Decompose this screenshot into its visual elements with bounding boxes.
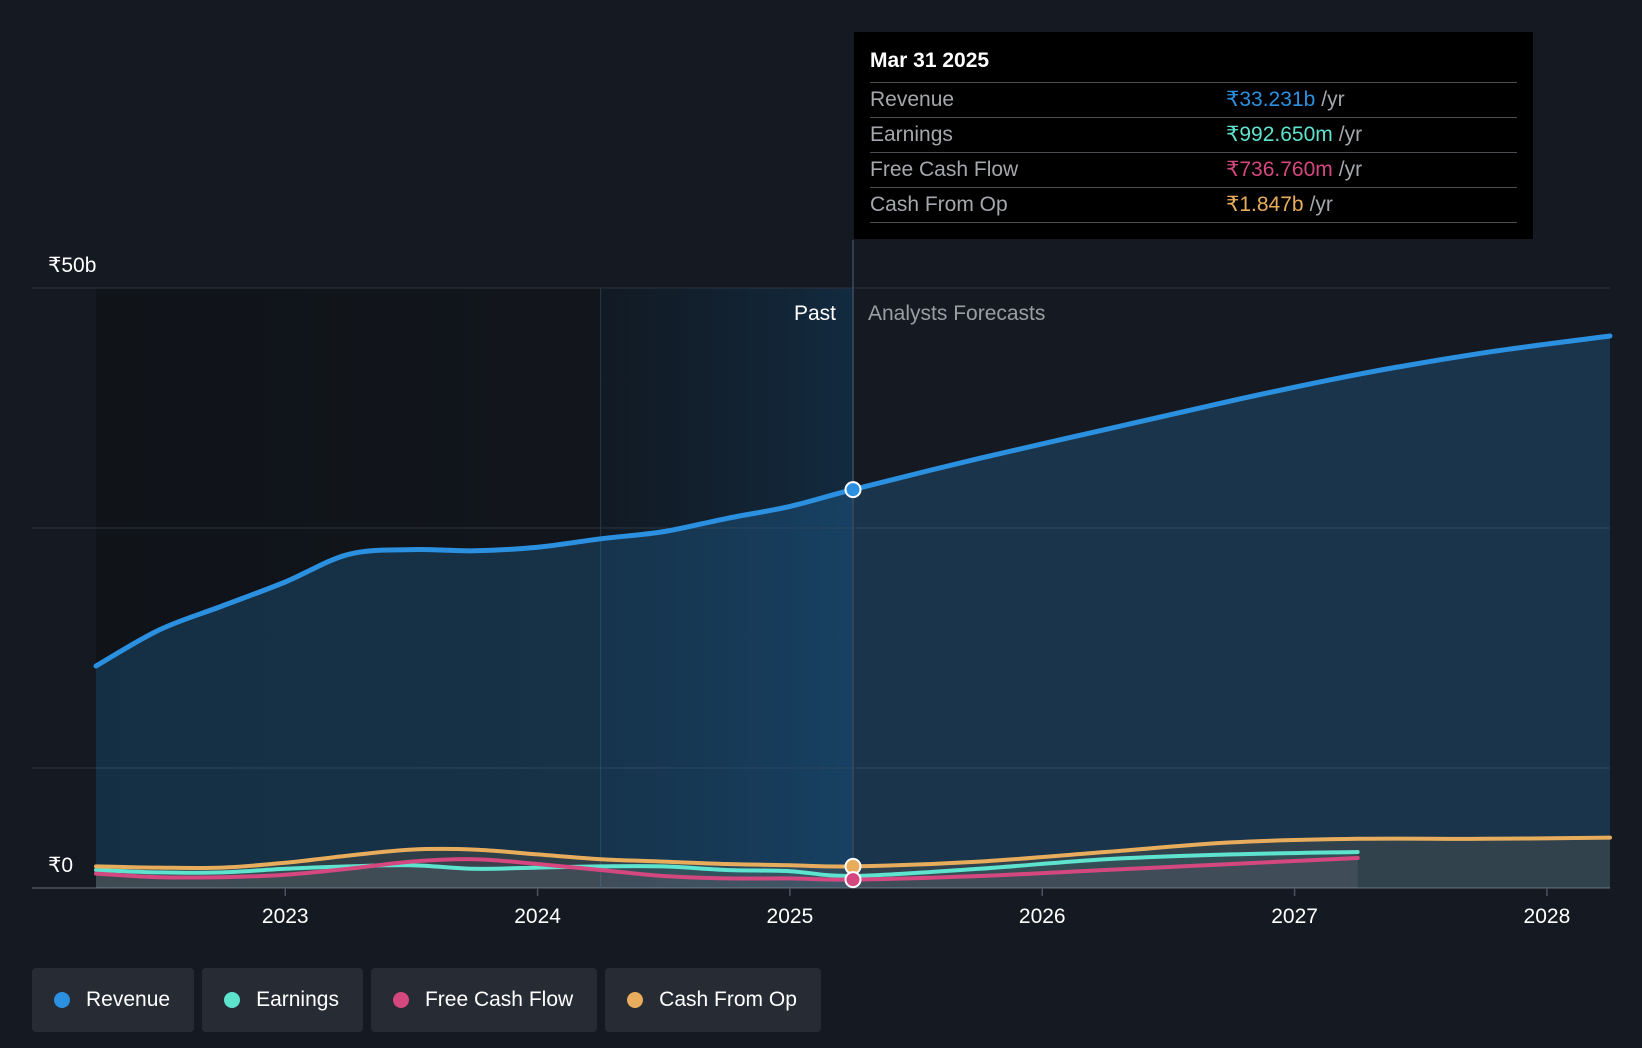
- tooltip-value: ₹736.760m: [1226, 158, 1333, 181]
- tooltip-row-cash-from-op: Cash From Op ₹1.847b /yr: [870, 188, 1517, 223]
- free-cash-flow-marker: [844, 871, 862, 889]
- x-tick-label: 2023: [262, 905, 309, 928]
- x-tick-label: 2026: [1019, 905, 1066, 928]
- x-tick-label: 2024: [514, 905, 561, 928]
- tooltip-row-revenue: Revenue ₹33.231b /yr: [870, 83, 1517, 118]
- revenue-marker: [844, 481, 862, 499]
- tooltip-unit: /yr: [1309, 193, 1333, 216]
- x-axis-ticks: 2023 2024 2025 2026 2027 2028: [262, 888, 1570, 928]
- tooltip-unit: /yr: [1338, 158, 1363, 181]
- legend-item-free-cash-flow[interactable]: Free Cash Flow: [370, 968, 598, 1032]
- legend: Revenue Earnings Free Cash Flow Cash Fro…: [32, 968, 821, 1032]
- y-tick-label-max: ₹50b: [48, 254, 96, 277]
- cash-from-op-dot-icon: [627, 992, 644, 1008]
- x-tick-label: 2028: [1524, 905, 1571, 928]
- gridlines: [32, 287, 1610, 889]
- tooltip-row-earnings: Earnings ₹992.650m /yr: [870, 118, 1517, 153]
- tooltip-date: Mar 31 2025: [870, 46, 1517, 83]
- earnings-dot-icon: [224, 992, 241, 1008]
- legend-label: Free Cash Flow: [424, 988, 574, 1011]
- legend-label: Earnings: [256, 988, 339, 1011]
- legend-item-earnings[interactable]: Earnings: [202, 968, 363, 1032]
- legend-item-revenue[interactable]: Revenue: [32, 968, 195, 1032]
- revenue-dot-icon: [54, 992, 70, 1008]
- forecast-label: Analysts Forecasts: [868, 302, 1045, 325]
- tooltip-row-free-cash-flow: Free Cash Flow ₹736.760m /yr: [870, 153, 1517, 188]
- free-cash-flow-line: [94, 856, 1360, 882]
- free-cash-flow-dot-icon: [392, 992, 409, 1008]
- chart-area: ₹50b ₹0 Past Analysts Forecasts 2023 2024…: [32, 240, 1613, 928]
- x-tick-label: 2027: [1271, 905, 1318, 928]
- tooltip-label: Revenue: [870, 88, 955, 111]
- highlight-region: [600, 288, 853, 888]
- tooltip-value: ₹33.231b: [1226, 88, 1316, 111]
- legend-label: Cash From Op: [659, 988, 797, 1011]
- tooltip-label: Earnings: [870, 123, 953, 146]
- tooltip-value: ₹1.847b: [1226, 193, 1304, 216]
- tooltip-label: Free Cash Flow: [870, 158, 1019, 181]
- data-tooltip: Mar 31 2025 Revenue ₹33.231b /yr Earning…: [854, 32, 1533, 239]
- x-tick-label: 2025: [767, 905, 814, 928]
- tooltip-unit: /yr: [1338, 123, 1363, 146]
- tooltip-unit: /yr: [1321, 88, 1345, 111]
- earnings-line: [94, 850, 1360, 879]
- cash-from-op-line: [94, 835, 1612, 871]
- y-tick-label-zero: ₹0: [48, 854, 73, 877]
- legend-label: Revenue: [86, 988, 171, 1011]
- legend-item-cash-from-op[interactable]: Cash From Op: [605, 968, 821, 1032]
- highlight-markers: [844, 481, 862, 889]
- revenue-line: [93, 333, 1613, 669]
- tooltip-value: ₹992.650m: [1226, 123, 1333, 146]
- past-label: Past: [794, 302, 836, 325]
- tooltip-label: Cash From Op: [870, 193, 1008, 216]
- series-lines: [93, 333, 1613, 882]
